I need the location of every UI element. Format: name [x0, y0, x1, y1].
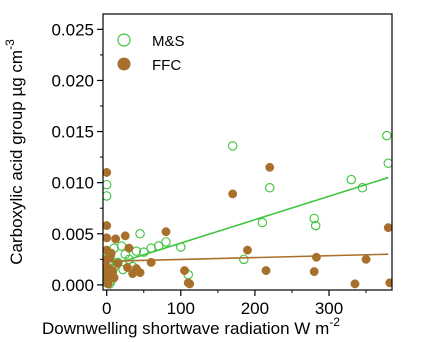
- data-point: [265, 162, 275, 172]
- data-point: [361, 254, 371, 264]
- data-point: [108, 266, 118, 276]
- y-tick-label: 0.015: [51, 123, 94, 142]
- data-point: [139, 247, 149, 257]
- data-point: [243, 245, 252, 255]
- data-point: [120, 231, 130, 241]
- legend-label-ms: M&S: [152, 33, 185, 50]
- plot-frame: [102, 13, 393, 291]
- data-point: [385, 278, 392, 288]
- data-point: [185, 279, 195, 289]
- legend-marker-ms: [117, 33, 131, 47]
- y-tick-label: 0.005: [51, 225, 94, 244]
- data-point: [227, 141, 238, 151]
- y-tick-label: 0.010: [51, 174, 94, 193]
- legend-label-ffc: FFC: [152, 57, 181, 74]
- data-point: [264, 183, 275, 193]
- legend-marker-ffc: [117, 57, 131, 71]
- data-point: [383, 223, 392, 233]
- data-point: [123, 263, 132, 272]
- data-point: [124, 243, 134, 253]
- data-point: [111, 234, 121, 244]
- data-point: [103, 221, 112, 231]
- data-point: [103, 179, 112, 190]
- series-ffc: [103, 162, 392, 289]
- data-point: [350, 279, 360, 289]
- data-point: [135, 229, 145, 239]
- series-ms: [103, 130, 392, 289]
- data-point: [309, 267, 319, 277]
- data-point: [311, 252, 321, 262]
- data-point: [103, 191, 112, 201]
- y-axis-title-text: Carboxylic acid group µg cm: [7, 50, 26, 265]
- data-point: [103, 279, 113, 289]
- y-tick-label: 0.025: [51, 20, 94, 39]
- y-axis: 0.000 0.005 0.010 0.015 0.020 0.025: [51, 20, 103, 295]
- y-tick-label: 0.000: [51, 276, 94, 295]
- data-point: [228, 189, 238, 199]
- data-point: [383, 158, 392, 168]
- x-tick-label: 0: [102, 299, 111, 318]
- data-point: [161, 237, 171, 247]
- x-axis-title-text: Downwelling shortwave radiation W m: [42, 319, 329, 338]
- data-point: [106, 248, 116, 258]
- data-point: [239, 254, 249, 265]
- data-point: [180, 266, 189, 276]
- data-point: [109, 273, 119, 283]
- data-point: [346, 174, 356, 185]
- fit-line: [106, 176, 389, 268]
- data-point: [257, 217, 268, 228]
- data-point: [103, 167, 112, 177]
- fit-line: [106, 253, 389, 263]
- plot-area: [103, 130, 392, 289]
- x-tick-label: 100: [167, 299, 195, 318]
- data-point: [310, 220, 321, 231]
- data-point: [116, 241, 127, 251]
- x-tick-label: 200: [241, 299, 269, 318]
- legend: M&S FFC: [117, 33, 185, 74]
- data-point: [382, 130, 392, 141]
- data-point: [161, 227, 171, 237]
- x-axis: 0 100 200 300: [102, 290, 367, 318]
- data-point: [103, 233, 112, 243]
- x-axis-title-sup: -2: [329, 315, 340, 329]
- y-axis-title: Carboxylic acid group µg cm-3: [3, 39, 26, 265]
- x-axis-title: Downwelling shortwave radiation W m-2: [42, 315, 340, 338]
- data-point: [309, 213, 319, 224]
- y-axis-title-sup: -3: [3, 39, 17, 50]
- data-point: [261, 266, 271, 276]
- x-tick-label: 300: [315, 299, 343, 318]
- y-tick-label: 0.020: [51, 71, 94, 90]
- data-point: [135, 268, 145, 278]
